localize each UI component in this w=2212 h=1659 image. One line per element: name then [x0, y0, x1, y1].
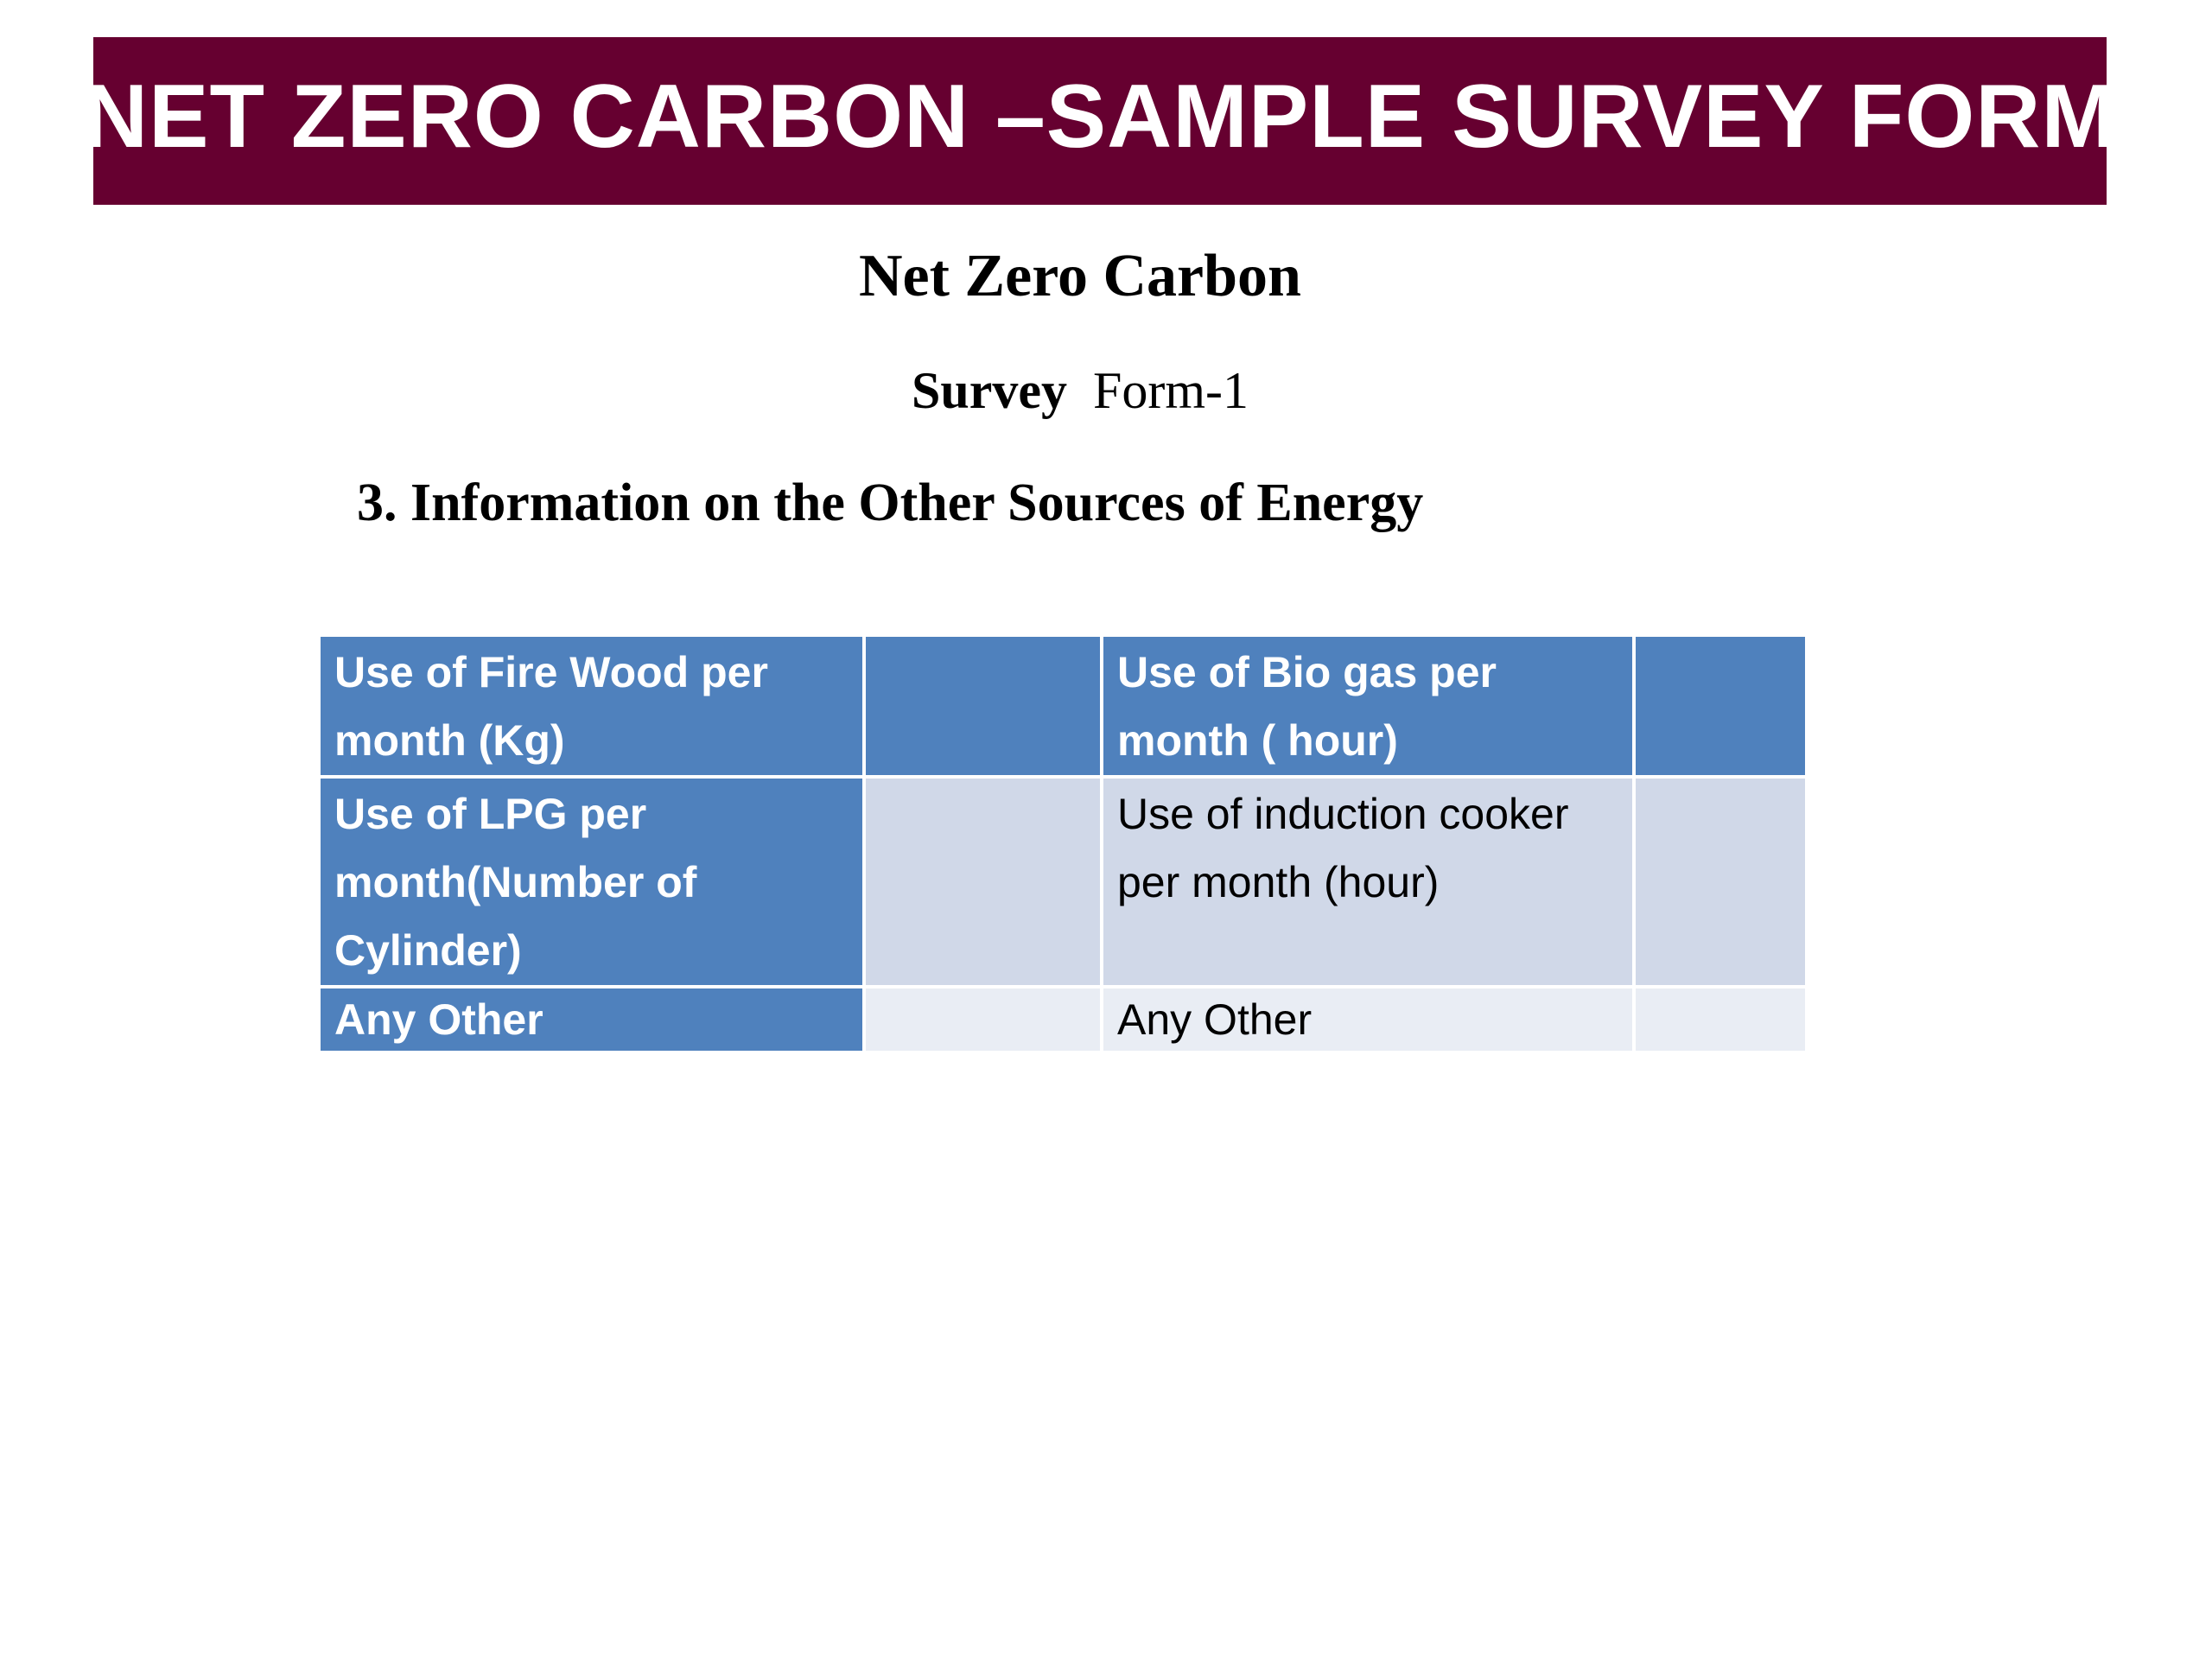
table-row: Use of Fire Wood per month (Kg) Use of B… [317, 633, 1808, 779]
section-heading: 3. Information on the Other Sources of E… [357, 474, 1424, 532]
any-other-right-label: Any Other [1100, 985, 1636, 1054]
fire-wood-value-cell[interactable] [862, 633, 1103, 779]
any-other-left-label: Any Other [317, 985, 866, 1054]
lpg-value-cell[interactable] [862, 775, 1103, 988]
form-label: Survey Form-1 [0, 361, 2160, 421]
bio-gas-label: Use of Bio gas per month ( hour) [1100, 633, 1636, 779]
form-label-survey: Survey [912, 362, 1067, 419]
any-other-right-value-cell[interactable] [1632, 985, 1808, 1054]
lpg-label: Use of LPG per month(Number of Cylinder) [317, 775, 866, 988]
induction-cooker-label: Use of induction cooker per month (hour) [1100, 775, 1636, 988]
energy-sources-table: Use of Fire Wood per month (Kg) Use of B… [317, 633, 1808, 1054]
title-banner: NET ZERO CARBON –SAMPLE SURVEY FORM [83, 37, 2116, 205]
table-row: Any Other Any Other [317, 985, 1808, 1054]
form-label-number: Form-1 [1093, 362, 1249, 419]
fire-wood-label: Use of Fire Wood per month (Kg) [317, 633, 866, 779]
table-row: Use of LPG per month(Number of Cylinder)… [317, 775, 1808, 988]
any-other-left-value-cell[interactable] [862, 985, 1103, 1054]
induction-cooker-value-cell[interactable] [1632, 775, 1808, 988]
bio-gas-value-cell[interactable] [1632, 633, 1808, 779]
document-title: Net Zero Carbon [859, 243, 1301, 309]
banner-title: NET ZERO CARBON –SAMPLE SURVEY FORM [82, 66, 2118, 167]
